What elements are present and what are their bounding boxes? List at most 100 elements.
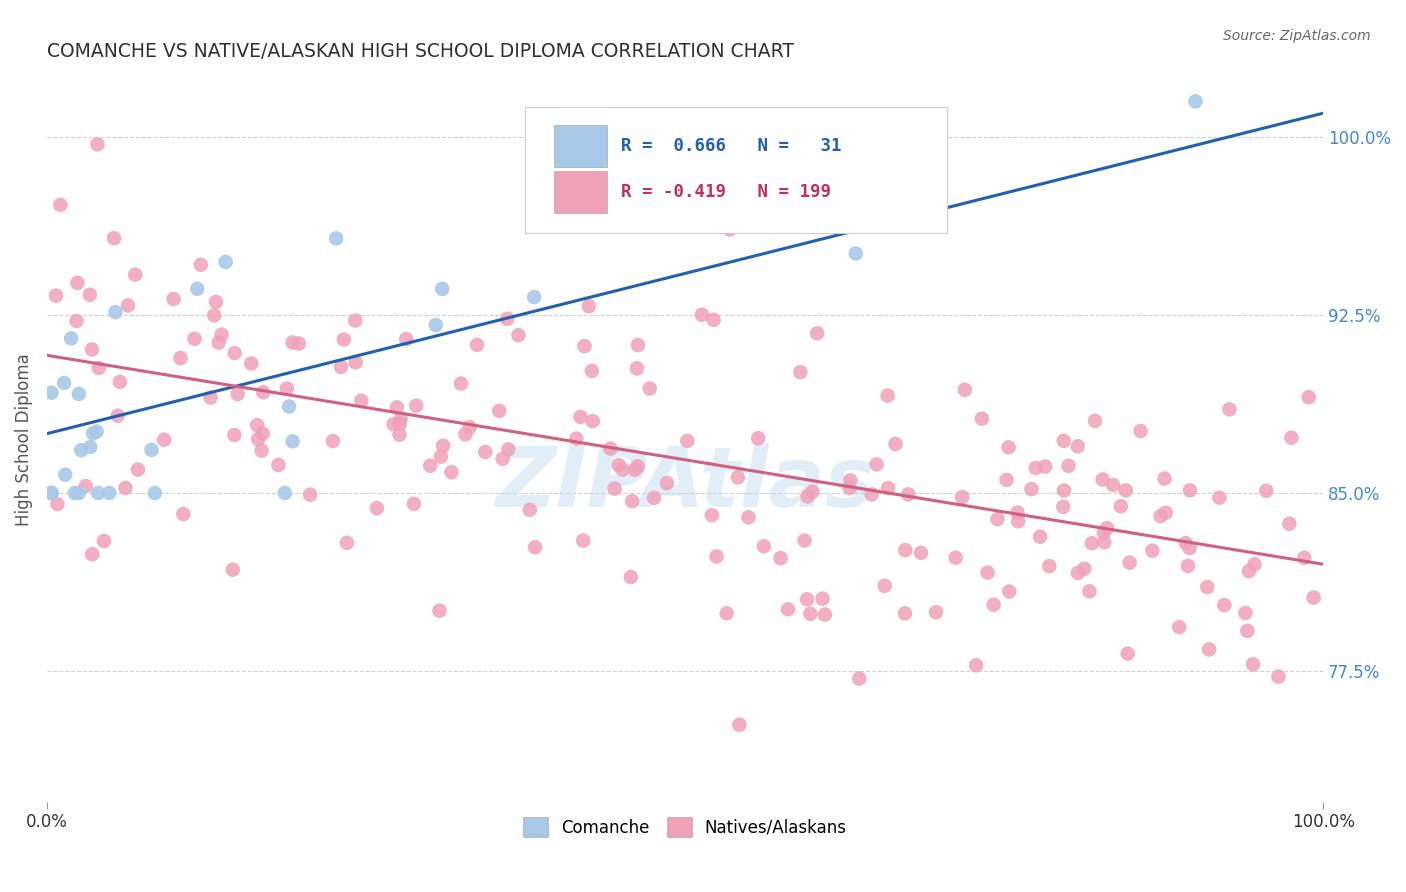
Natives/Alaskans xyxy=(1092,525,1115,540)
Natives/Alaskans xyxy=(690,308,713,322)
Natives/Alaskans xyxy=(430,450,453,464)
Natives/Alaskans xyxy=(582,414,605,428)
Natives/Alaskans xyxy=(1154,506,1177,520)
Comanche xyxy=(53,467,76,482)
Natives/Alaskans xyxy=(884,437,907,451)
Natives/Alaskans xyxy=(1178,541,1201,555)
Natives/Alaskans xyxy=(1208,491,1230,505)
Natives/Alaskans xyxy=(1298,390,1320,404)
Comanche xyxy=(1184,95,1206,109)
Natives/Alaskans xyxy=(796,592,818,607)
Natives/Alaskans xyxy=(1078,584,1101,599)
Natives/Alaskans xyxy=(976,566,998,580)
Comanche xyxy=(53,376,76,390)
Natives/Alaskans xyxy=(1302,591,1324,605)
Natives/Alaskans xyxy=(925,605,948,619)
Natives/Alaskans xyxy=(838,481,860,495)
Comanche xyxy=(523,290,546,304)
Comanche xyxy=(274,486,297,500)
Natives/Alaskans xyxy=(848,672,870,686)
Natives/Alaskans xyxy=(621,494,644,508)
Natives/Alaskans xyxy=(811,591,834,606)
Comanche xyxy=(41,486,63,500)
Natives/Alaskans xyxy=(388,417,411,431)
Natives/Alaskans xyxy=(1057,458,1080,473)
Natives/Alaskans xyxy=(676,434,699,448)
Natives/Alaskans xyxy=(865,458,887,472)
Natives/Alaskans xyxy=(1174,536,1197,550)
Natives/Alaskans xyxy=(491,451,513,466)
Natives/Alaskans xyxy=(1084,414,1107,428)
FancyBboxPatch shape xyxy=(554,171,607,213)
Natives/Alaskans xyxy=(246,418,269,433)
Natives/Alaskans xyxy=(250,443,273,458)
Natives/Alaskans xyxy=(1234,606,1257,620)
Natives/Alaskans xyxy=(747,431,769,445)
Natives/Alaskans xyxy=(87,360,110,375)
Natives/Alaskans xyxy=(350,393,373,408)
Natives/Alaskans xyxy=(873,579,896,593)
Natives/Alaskans xyxy=(1142,543,1164,558)
Natives/Alaskans xyxy=(205,294,228,309)
Natives/Alaskans xyxy=(474,445,496,459)
Comanche xyxy=(98,486,121,500)
Natives/Alaskans xyxy=(1021,482,1043,496)
Natives/Alaskans xyxy=(1256,483,1278,498)
Natives/Alaskans xyxy=(789,365,811,379)
Natives/Alaskans xyxy=(200,391,222,405)
Natives/Alaskans xyxy=(716,607,738,621)
Natives/Alaskans xyxy=(252,385,274,400)
Natives/Alaskans xyxy=(190,258,212,272)
Natives/Alaskans xyxy=(226,387,249,401)
Natives/Alaskans xyxy=(1038,559,1060,574)
Comanche xyxy=(215,255,238,269)
Natives/Alaskans xyxy=(953,383,976,397)
Natives/Alaskans xyxy=(222,563,245,577)
Natives/Alaskans xyxy=(252,426,274,441)
Natives/Alaskans xyxy=(1129,424,1152,438)
Natives/Alaskans xyxy=(288,336,311,351)
Natives/Alaskans xyxy=(839,473,862,487)
Natives/Alaskans xyxy=(603,482,626,496)
Natives/Alaskans xyxy=(299,488,322,502)
FancyBboxPatch shape xyxy=(526,106,946,233)
Natives/Alaskans xyxy=(344,313,367,327)
Comanche xyxy=(60,331,83,345)
Comanche xyxy=(104,305,127,319)
Text: Source: ZipAtlas.com: Source: ZipAtlas.com xyxy=(1223,29,1371,44)
Natives/Alaskans xyxy=(80,343,103,357)
Natives/Alaskans xyxy=(578,299,600,313)
Natives/Alaskans xyxy=(382,417,405,432)
Comanche xyxy=(41,385,63,400)
Natives/Alaskans xyxy=(983,598,1005,612)
Natives/Alaskans xyxy=(519,503,541,517)
Natives/Alaskans xyxy=(706,549,728,564)
Text: COMANCHE VS NATIVE/ALASKAN HIGH SCHOOL DIPLOMA CORRELATION CHART: COMANCHE VS NATIVE/ALASKAN HIGH SCHOOL D… xyxy=(46,42,794,61)
Comanche xyxy=(86,425,108,439)
Natives/Alaskans xyxy=(727,470,749,484)
Natives/Alaskans xyxy=(1153,471,1175,485)
Natives/Alaskans xyxy=(388,427,411,442)
Natives/Alaskans xyxy=(240,357,263,371)
Natives/Alaskans xyxy=(569,409,592,424)
Comanche xyxy=(143,486,166,500)
Natives/Alaskans xyxy=(970,411,993,425)
Natives/Alaskans xyxy=(432,439,454,453)
Natives/Alaskans xyxy=(65,314,87,328)
Natives/Alaskans xyxy=(581,364,603,378)
Natives/Alaskans xyxy=(1067,439,1090,453)
Natives/Alaskans xyxy=(419,458,441,473)
Natives/Alaskans xyxy=(1149,509,1171,524)
Natives/Alaskans xyxy=(769,551,792,566)
Natives/Alaskans xyxy=(572,533,595,548)
Natives/Alaskans xyxy=(395,332,418,346)
Natives/Alaskans xyxy=(93,533,115,548)
Comanche xyxy=(67,387,90,401)
Natives/Alaskans xyxy=(1115,483,1137,498)
Natives/Alaskans xyxy=(700,508,723,523)
Natives/Alaskans xyxy=(103,231,125,245)
Natives/Alaskans xyxy=(1213,598,1236,612)
Natives/Alaskans xyxy=(565,432,588,446)
Comanche xyxy=(87,486,110,500)
Natives/Alaskans xyxy=(172,507,194,521)
